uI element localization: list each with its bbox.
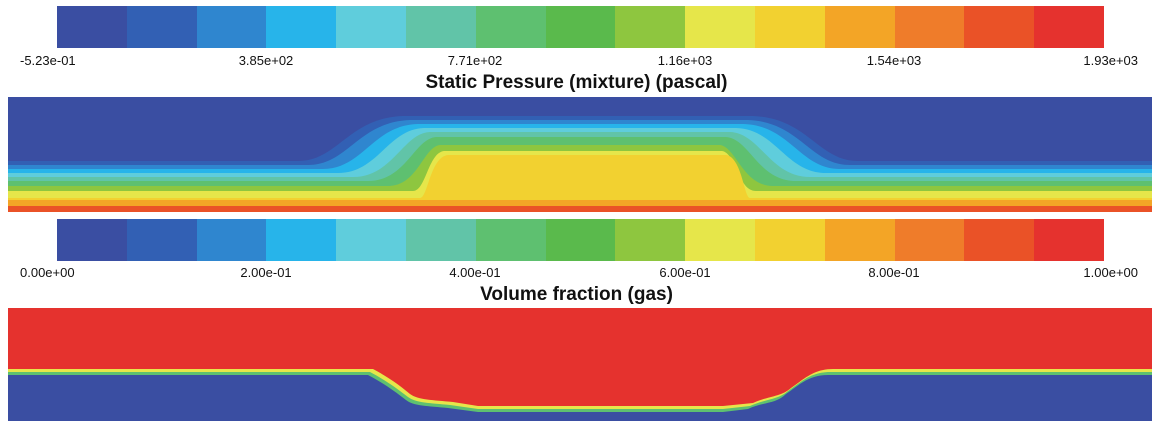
volume-colorbar-swatch (824, 219, 895, 261)
volume-colorbar-swatch (405, 219, 476, 261)
pressure-colorbar-swatch (336, 6, 406, 48)
volume-colorbar-swatch (126, 219, 197, 261)
volume-colorbar-swatch (266, 219, 337, 261)
pressure-colorbar-swatch (894, 6, 965, 48)
volume-tick-4: 8.00e-01 (868, 265, 920, 280)
volume-tick-3: 6.00e-01 (659, 265, 711, 280)
volume-title: Volume fraction (gas) (480, 284, 673, 305)
pressure-colorbar-swatch (196, 6, 267, 48)
volume-colorbar-swatch (754, 219, 825, 261)
pressure-colorbar-swatch (545, 6, 616, 48)
pressure-colorbar-swatch (824, 6, 895, 48)
volume-colorbar-ticks: 0.00e+00 2.00e-01 4.00e-01 6.00e-01 8.00… (0, 265, 1153, 283)
volume-gas-region (8, 308, 1152, 406)
volume-colorbar-swatch (57, 219, 127, 261)
pressure-colorbar-swatch (754, 6, 825, 48)
pressure-contour-field (8, 97, 1152, 212)
volume-tick-5: 1.00e+00 (1083, 265, 1138, 280)
pressure-bottom-red (8, 206, 1152, 212)
pressure-tick-4: 1.54e+03 (866, 53, 922, 68)
pressure-colorbar (57, 6, 1104, 48)
volume-colorbar-swatch (1034, 219, 1104, 261)
pressure-colorbar-swatch (266, 6, 337, 48)
volume-tick-1: 2.00e-01 (240, 265, 292, 280)
volume-colorbar-swatch (894, 219, 965, 261)
pressure-tick-3: 1.16e+03 (657, 53, 713, 68)
pressure-tick-2: 7.71e+02 (447, 53, 503, 68)
volume-colorbar-swatch (615, 219, 686, 261)
pressure-title: Static Pressure (mixture) (pascal) (425, 72, 728, 93)
volume-contour-field (8, 308, 1152, 421)
volume-tick-0: 0.00e+00 (20, 265, 75, 280)
pressure-colorbar-swatch (1034, 6, 1104, 48)
pressure-colorbar-swatch (475, 6, 546, 48)
pressure-colorbar-swatch (615, 6, 686, 48)
volume-colorbar-swatch (685, 219, 755, 261)
volume-colorbar (57, 219, 1104, 261)
pressure-colorbar-ticks: -5.23e-01 3.85e+02 7.71e+02 1.16e+03 1.5… (0, 53, 1153, 71)
pressure-colorbar-swatch (964, 6, 1035, 48)
pressure-colorbar-swatch (685, 6, 755, 48)
volume-contour-svg (8, 308, 1152, 421)
pressure-bottom-orange (8, 200, 1152, 206)
pressure-core (8, 155, 1152, 212)
pressure-tick-1: 3.85e+02 (238, 53, 294, 68)
pressure-colorbar-swatch (405, 6, 476, 48)
volume-colorbar-swatch (964, 219, 1035, 261)
pressure-colorbar-swatch (57, 6, 127, 48)
pressure-tick-5: 1.93e+03 (1083, 53, 1138, 68)
pressure-contour-svg (8, 97, 1152, 212)
volume-colorbar-swatch (196, 219, 267, 261)
volume-colorbar-swatch (475, 219, 546, 261)
pressure-tick-0: -5.23e-01 (20, 53, 76, 68)
volume-tick-2: 4.00e-01 (449, 265, 501, 280)
pressure-colorbar-swatch (126, 6, 197, 48)
volume-colorbar-swatch (336, 219, 406, 261)
volume-colorbar-swatch (545, 219, 616, 261)
